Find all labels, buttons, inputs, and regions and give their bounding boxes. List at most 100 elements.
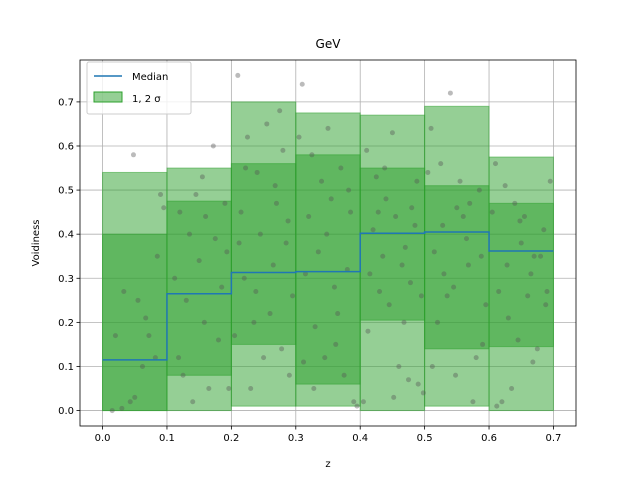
- data-point: [299, 81, 305, 87]
- data-point: [286, 372, 292, 378]
- data-point: [517, 218, 523, 224]
- data-point: [438, 161, 444, 167]
- data-point: [512, 200, 518, 206]
- data-point: [146, 333, 152, 339]
- data-point: [367, 271, 373, 277]
- data-point: [236, 240, 242, 246]
- data-point: [429, 363, 435, 369]
- y-tick-label: 0.0: [58, 406, 74, 417]
- data-point: [127, 399, 133, 405]
- data-point: [406, 377, 412, 383]
- data-point: [364, 147, 370, 153]
- data-point: [309, 152, 315, 158]
- data-point: [341, 372, 347, 378]
- data-point: [139, 363, 145, 369]
- data-point: [280, 147, 286, 153]
- data-point: [119, 405, 125, 411]
- data-point: [324, 231, 330, 237]
- x-tick-label: 0.3: [288, 433, 304, 444]
- data-point: [344, 266, 350, 272]
- sigma1-band: [102, 233, 168, 412]
- x-tick-label: 0.5: [417, 433, 433, 444]
- data-point: [254, 169, 260, 175]
- data-point: [199, 174, 205, 180]
- legend: Median 1, 2 σ: [86, 61, 192, 115]
- data-point: [444, 293, 450, 299]
- data-point: [302, 271, 308, 277]
- data-point: [235, 72, 241, 78]
- data-point: [435, 319, 441, 325]
- y-tick-label: 0.3: [58, 274, 74, 285]
- data-point: [518, 240, 524, 246]
- sigma1-band: [295, 154, 361, 385]
- x-tick-label: 0.0: [95, 433, 111, 444]
- data-point: [478, 253, 484, 259]
- data-point: [206, 386, 212, 392]
- data-point: [509, 386, 515, 392]
- data-point: [219, 284, 225, 290]
- data-point: [306, 214, 312, 220]
- data-point: [425, 169, 431, 175]
- data-point: [465, 262, 471, 268]
- data-point: [402, 244, 408, 250]
- data-point: [360, 399, 366, 405]
- data-point: [257, 231, 263, 237]
- data-point: [393, 214, 399, 220]
- data-point: [431, 249, 437, 255]
- data-point: [473, 355, 479, 361]
- data-point: [177, 209, 183, 215]
- scatter-points: [109, 72, 553, 414]
- data-point: [215, 337, 221, 343]
- data-point: [277, 108, 283, 114]
- data-point: [270, 262, 276, 268]
- data-point: [222, 200, 228, 206]
- data-point: [112, 333, 118, 339]
- data-point: [531, 253, 537, 259]
- data-point: [515, 337, 521, 343]
- data-point: [420, 390, 426, 396]
- data-point: [135, 297, 141, 303]
- y-tick-label: 0.2: [58, 318, 74, 329]
- legend-box: [86, 61, 192, 115]
- data-point: [530, 359, 536, 365]
- data-point: [454, 205, 460, 211]
- data-point: [296, 134, 302, 140]
- data-point: [499, 399, 505, 405]
- data-point: [290, 293, 296, 299]
- data-point: [441, 271, 447, 277]
- data-point: [338, 165, 344, 171]
- data-point: [348, 209, 354, 215]
- data-point: [210, 143, 216, 149]
- data-point: [212, 236, 218, 242]
- data-point: [176, 355, 182, 361]
- data-point: [354, 403, 360, 409]
- axes-frame: [79, 59, 577, 427]
- data-point: [467, 200, 473, 206]
- data-point: [152, 355, 158, 361]
- data-point: [143, 315, 149, 321]
- data-point: [525, 293, 531, 299]
- data-point: [241, 275, 247, 281]
- data-point: [312, 324, 318, 330]
- data-point: [196, 258, 202, 264]
- data-point: [331, 284, 337, 290]
- data-point: [187, 231, 193, 237]
- y-axis-title: Voidiness: [31, 220, 42, 267]
- data-point: [460, 214, 466, 220]
- data-point: [502, 183, 508, 189]
- data-point: [476, 187, 482, 193]
- median-line: [102, 231, 554, 361]
- data-point: [401, 319, 407, 325]
- data-point: [109, 408, 115, 414]
- sigma1-band: [359, 167, 426, 321]
- data-point: [492, 161, 498, 167]
- y-tick-label: 0.5: [58, 186, 74, 197]
- data-point: [346, 187, 352, 193]
- data-point: [453, 372, 459, 378]
- data-point: [380, 253, 386, 259]
- data-point: [272, 183, 278, 189]
- median-step-line: [102, 231, 554, 361]
- data-point: [267, 311, 273, 317]
- data-point: [180, 372, 186, 378]
- data-point: [301, 359, 307, 365]
